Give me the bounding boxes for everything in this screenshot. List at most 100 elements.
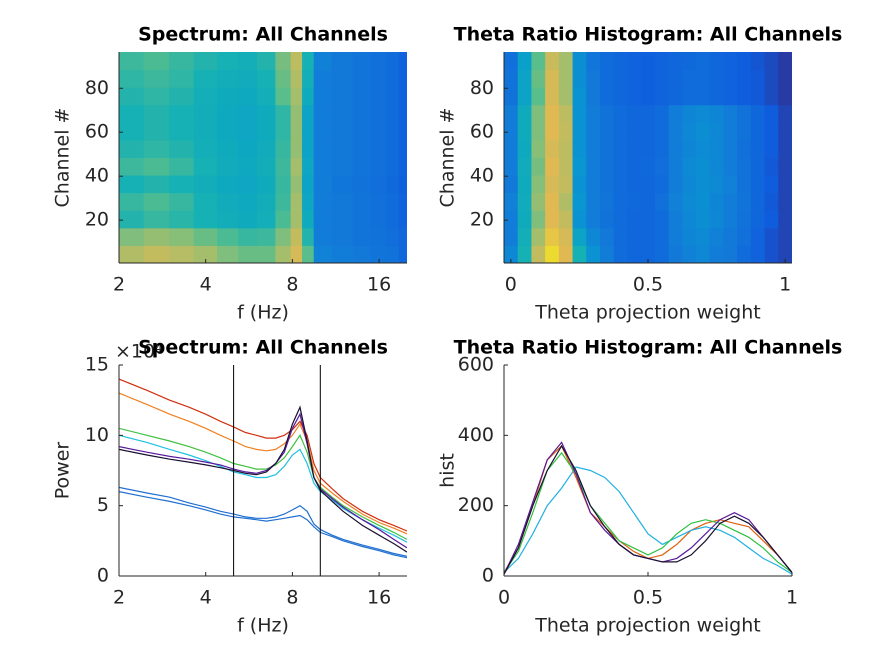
x-axis-label: f (Hz) [237, 302, 289, 324]
subplot-title: Spectrum: All Channels [138, 24, 388, 46]
heatmap-cell [613, 210, 628, 229]
heatmap-cell [668, 139, 683, 158]
heatmap-cell [370, 87, 387, 106]
heatmap-cell [193, 210, 218, 229]
heatmap-cell [531, 52, 546, 71]
heatmap-cell [572, 87, 587, 106]
heatmap-cell [737, 192, 752, 211]
y-axis-label: Channel # [52, 108, 74, 208]
heatmap-cell [723, 87, 738, 106]
heatmap-cell [709, 122, 724, 141]
subplot-title: Theta Ratio Histogram: All Channels [454, 24, 843, 46]
heatmap-cell [641, 245, 656, 263]
heatmap-cell [238, 87, 258, 106]
subplot: 0 0.5 1 20 40 60 80 Theta projection weight Chan… [437, 24, 843, 324]
heatmap-cell [370, 192, 387, 211]
heatmap-cell [600, 245, 615, 263]
heatmap-cell [143, 104, 170, 123]
series-line [504, 451, 792, 573]
heatmap-cell [750, 69, 766, 88]
heatmap-cell [709, 175, 724, 194]
heatmap-cell [302, 227, 315, 246]
heatmap-cell [723, 139, 738, 158]
heatmap-cell [169, 192, 195, 211]
heatmap-cell [290, 69, 303, 88]
heatmap-cell [641, 122, 656, 141]
heatmap-cell [386, 227, 400, 246]
heatmap-cell [750, 227, 766, 246]
heatmap-cell [169, 139, 195, 158]
heatmap-cell [331, 210, 354, 229]
heatmap-cell [119, 87, 145, 106]
heatmap-cell [558, 175, 574, 194]
heatmap-cell [613, 69, 628, 88]
heatmap-cell [331, 69, 354, 88]
heatmap-cell [398, 122, 407, 141]
heatmap-cell [398, 175, 407, 194]
heatmap-cell [275, 139, 292, 158]
heatmap-cell [641, 52, 656, 71]
heatmap-cell [531, 245, 546, 263]
heatmap-cell [119, 175, 145, 194]
x-tick-label: 4 [200, 587, 212, 609]
heatmap-cell [143, 69, 170, 88]
y-tick-label: 5 [97, 494, 109, 516]
series-line [504, 444, 792, 575]
heatmap-cell [398, 157, 407, 176]
heatmap-cell [668, 192, 683, 211]
heatmap-cell [750, 87, 766, 106]
heatmap-cell [586, 192, 601, 211]
x-tick-label: 8 [286, 587, 298, 609]
heatmap-cell [737, 69, 752, 88]
heatmap-cell [370, 122, 387, 141]
heatmap-cell [668, 69, 683, 88]
heatmap-cell [370, 210, 387, 229]
y-tick-label: 15 [85, 354, 109, 376]
heatmap-cell [504, 122, 519, 141]
heatmap-cell [696, 245, 711, 263]
series-line [119, 434, 407, 543]
heatmap-cell [627, 245, 642, 263]
heatmap-cell [517, 210, 532, 229]
heatmap-cell [370, 157, 387, 176]
heatmap-cell [119, 139, 145, 158]
heatmap-cell [352, 69, 372, 88]
heatmap-cell [531, 192, 546, 211]
heatmap-cell [275, 87, 292, 106]
heatmap-cell [238, 139, 258, 158]
heatmap-cell [723, 175, 738, 194]
heatmap-cell [668, 210, 683, 229]
y-tick-label: 80 [470, 77, 494, 99]
heatmap-cell [238, 104, 258, 123]
heatmap-cell [668, 157, 683, 176]
heatmap-cell [331, 157, 354, 176]
heatmap-cell [696, 122, 711, 141]
heatmap-cell [370, 52, 387, 71]
heatmap-cell [778, 175, 792, 194]
heatmap-cell [517, 192, 532, 211]
heatmap-cell [331, 192, 354, 211]
heatmap-cell [331, 87, 354, 106]
heatmap-cell [217, 210, 239, 229]
heatmap-cell [504, 227, 519, 246]
heatmap-cell [386, 210, 400, 229]
heatmap-cell [613, 175, 628, 194]
heatmap-cell [696, 87, 711, 106]
heatmap-cell [238, 69, 258, 88]
heatmap-cell [572, 52, 587, 71]
heatmap-cell [778, 52, 792, 71]
subplot-title: Theta Ratio Histogram: All Channels [454, 337, 843, 359]
heatmap-cell [613, 104, 628, 123]
x-tick-label: 16 [367, 274, 391, 296]
heatmap-cell [257, 104, 276, 123]
heatmap-cell [709, 227, 724, 246]
heatmap-cell [709, 52, 724, 71]
heatmap-cell [654, 192, 670, 211]
heatmap-cell [313, 104, 333, 123]
heatmap-cell [313, 245, 333, 263]
heatmap-cell [531, 139, 546, 158]
heatmap-cell [586, 157, 601, 176]
series-line [119, 378, 407, 532]
heatmap-cell [313, 192, 333, 211]
